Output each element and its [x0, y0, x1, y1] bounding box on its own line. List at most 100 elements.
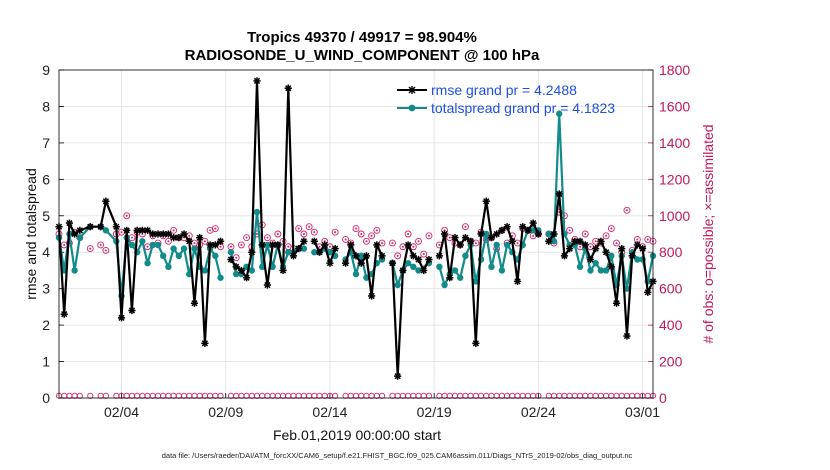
data-point-rmse	[274, 241, 282, 249]
data-point-rmse	[498, 226, 506, 234]
y-tick-right-label: 400	[659, 317, 683, 333]
obs-possible-marker	[300, 230, 308, 238]
obs-possible-marker	[623, 206, 631, 214]
obs-possible-dot	[579, 245, 582, 248]
data-point-rmse	[451, 234, 459, 242]
y-tick-right-label: 0	[659, 390, 667, 406]
data-point-rmse	[362, 252, 371, 260]
data-point-totalspread	[264, 241, 271, 249]
obs-possible-dot	[516, 242, 519, 245]
obs-possible-dot	[646, 238, 649, 241]
data-point-totalspread	[232, 270, 240, 278]
data-point-totalspread	[623, 285, 631, 292]
data-point-rmse	[143, 226, 152, 234]
obs-possible-dot	[584, 233, 587, 235]
data-point-rmse	[576, 237, 584, 245]
obs-possible-dot	[438, 243, 441, 246]
obs-possible-marker	[86, 245, 94, 253]
data-point-totalspread	[201, 267, 209, 274]
obs-possible-marker	[305, 223, 313, 231]
obs-possible-marker	[404, 230, 412, 238]
data-point-totalspread	[71, 267, 78, 274]
y-tick-right-label: 200	[659, 354, 683, 370]
obs-possible-dot	[245, 236, 248, 239]
data-point-rmse	[368, 292, 376, 300]
data-point-rmse	[357, 259, 365, 267]
data-point-rmse	[560, 252, 569, 260]
data-point-totalspread	[634, 256, 641, 263]
data-point-totalspread	[608, 252, 615, 260]
data-point-rmse	[326, 259, 334, 267]
obs-possible-dot	[167, 240, 170, 243]
chart-title-line1: Tropics 49370 / 49917 = 98.904%	[247, 29, 477, 46]
data-point-rmse	[425, 255, 433, 264]
data-point-rmse	[581, 241, 589, 249]
y-tick-left-label: 3	[42, 281, 50, 297]
data-point-rmse	[175, 234, 183, 242]
x-axis: 02/04 02/09 02/14 02/19 02/24 03/01	[104, 393, 660, 420]
obs-possible-marker	[263, 234, 271, 242]
obs-possible-marker	[201, 237, 209, 245]
data-point-totalspread	[488, 263, 495, 270]
data-point-totalspread	[602, 267, 610, 274]
obs-possible-dot	[396, 254, 399, 257]
data-point-rmse	[321, 241, 329, 249]
data-point-totalspread	[394, 281, 401, 289]
obs-possible-dot	[370, 234, 373, 237]
obs-possible-dot	[427, 234, 430, 237]
obs-possible-marker	[602, 232, 610, 240]
data-point-rmse	[149, 230, 157, 238]
y-tick-right-label: 800	[659, 244, 683, 260]
obs-possible-marker	[331, 228, 339, 236]
obs-possible-marker	[613, 239, 620, 247]
data-point-rmse	[315, 248, 324, 256]
y-tick-left-label: 2	[42, 317, 50, 333]
data-point-rmse	[170, 234, 178, 242]
data-point-rmse	[534, 230, 542, 238]
data-point-rmse	[477, 230, 485, 238]
data-point-rmse	[508, 237, 516, 245]
obs-possible-marker	[237, 241, 245, 249]
obs-possible-dot	[401, 245, 404, 248]
y-tick-left-label: 1	[42, 354, 50, 370]
obs-assimilated-marker	[379, 392, 386, 399]
obs-possible-dot	[610, 227, 613, 230]
obs-possible-dot	[625, 209, 628, 212]
data-point-totalspread	[457, 274, 464, 281]
data-point-totalspread	[415, 267, 422, 274]
data-point-rmse	[586, 255, 595, 264]
data-point-totalspread	[180, 245, 188, 252]
y-tick-right-label: 1200	[659, 171, 690, 187]
data-point-rmse	[394, 372, 402, 380]
obs-possible-dot	[63, 243, 66, 246]
data-point-rmse	[232, 263, 240, 271]
data-point-rmse	[446, 274, 454, 282]
data-point-totalspread	[441, 281, 448, 289]
legend-spread-label: totalspread grand pr = 4.1823	[431, 100, 615, 116]
data-point-totalspread	[248, 267, 255, 274]
legend-spread-marker	[408, 104, 416, 112]
data-point-rmse	[566, 244, 574, 253]
data-point-rmse	[524, 226, 532, 234]
data-point-rmse	[472, 339, 480, 347]
obs-assimilated-marker	[425, 392, 432, 399]
obs-possible-dot	[412, 245, 415, 248]
legend-rmse-marker	[408, 86, 416, 94]
obs-possible-dot	[636, 238, 639, 241]
data-point-rmse	[154, 230, 162, 238]
data-point-rmse	[71, 230, 79, 238]
obs-possible-dot	[287, 245, 290, 248]
obs-possible-dot	[297, 227, 300, 230]
data-point-totalspread	[472, 278, 480, 285]
obs-possible-marker	[389, 239, 396, 247]
data-point-rmse	[404, 241, 412, 249]
data-point-rmse	[503, 223, 511, 231]
data-point-rmse	[117, 314, 126, 322]
data-point-rmse	[597, 237, 605, 245]
data-point-rmse	[76, 226, 84, 234]
obs-possible-marker	[97, 241, 105, 249]
obs-possible-dot	[203, 240, 206, 243]
obs-possible-dot	[344, 238, 347, 241]
obs-possible-marker	[243, 234, 251, 242]
data-point-rmse	[310, 237, 318, 245]
